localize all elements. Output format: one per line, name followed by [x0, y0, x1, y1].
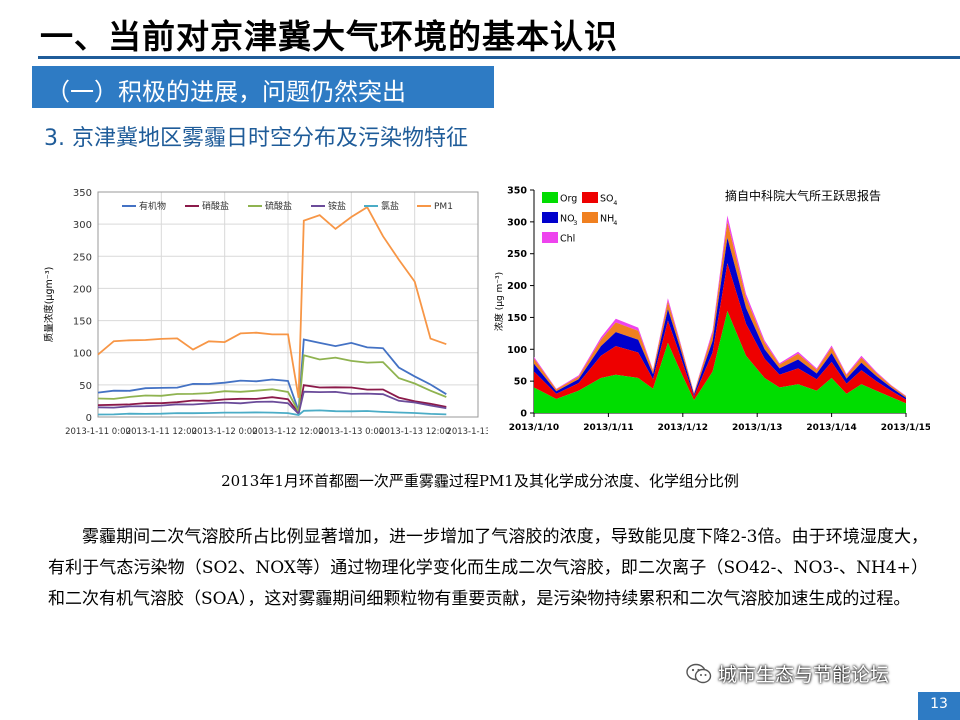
area-layer-2 — [534, 263, 906, 404]
stacked-area-chart-components: 0 50 100 150 200 250 300 350 2013/1/10 2013/1/11 2… — [493, 186, 930, 434]
x-tick-label: 2013/1/14 — [806, 423, 856, 433]
y-tick-label: 100 — [507, 345, 527, 356]
y-axis-label: 质量浓度(μgm⁻³) — [43, 267, 55, 343]
legend-swatch — [542, 212, 558, 223]
x-tick-label: 2013-1-11 12:00 — [126, 427, 197, 437]
y-tick-label: 250 — [73, 252, 92, 263]
y-tick-label: 250 — [507, 249, 527, 260]
series-line-3 — [97, 354, 447, 415]
series-line-2 — [97, 384, 447, 416]
y-tick-label: 150 — [507, 313, 527, 324]
x-tick-label: 2013-1-12 12:00 — [252, 427, 323, 437]
legend-subscript: 4 — [613, 219, 617, 227]
series-line-4 — [97, 390, 447, 416]
section-heading: （一）积极的进展，问题仍然突出 — [46, 78, 406, 106]
legend-label: 硝酸盐 — [202, 200, 229, 212]
y-tick-label: 300 — [507, 217, 527, 228]
chart-annotation: 摘自中科院大气所王跃思报告 — [725, 188, 881, 203]
y-tick-label: 200 — [507, 281, 527, 292]
y-tick-label: 300 — [73, 220, 92, 231]
x-tick-label: 2013/1/15 — [881, 423, 930, 433]
plot-frame — [97, 191, 479, 418]
legend-label: Chl — [560, 234, 575, 245]
figure-caption: 2013年1月环首都圈一次严重雾霾过程PM1及其化学成分浓度、化学组分比例 — [221, 472, 739, 490]
series-line-6 — [97, 205, 447, 399]
sub-heading: 3. 京津冀地区雾霾日时空分布及污染物特征 — [44, 126, 468, 151]
legend-label: 有机物 — [139, 200, 166, 212]
y-tick-label: 350 — [507, 186, 527, 197]
watermark: 城市生态与节能论坛 — [686, 660, 889, 687]
y-tick-label: 150 — [73, 317, 92, 328]
area-layer-3 — [534, 237, 906, 400]
x-tick-label: 2013/1/13 — [732, 423, 782, 433]
legend-label: Org — [560, 194, 577, 205]
section-banner — [32, 66, 494, 108]
legend-label: NO — [560, 214, 575, 225]
area-layer-1 — [534, 311, 906, 413]
body-paragraph: 雾霾期间二次气溶胶所占比例显著增加，进一步增加了气溶胶的浓度，导致能见度下降2-… — [48, 527, 928, 609]
legend-subscript: 3 — [573, 219, 577, 227]
legend-label: SO — [600, 194, 614, 205]
legend-label: 铵盐 — [328, 200, 346, 212]
slide-title: 一、当前对京津冀大气环境的基本认识 — [40, 17, 618, 56]
x-tick-label: 2013/1/10 — [509, 423, 559, 433]
title-underline — [38, 56, 960, 59]
page-number-tab — [918, 692, 960, 720]
legend-subscript: 4 — [613, 199, 617, 207]
y-tick-label: 200 — [73, 284, 92, 295]
legend-label: 氯盐 — [381, 200, 399, 212]
page-number: 13 — [930, 696, 948, 712]
y-tick-label: 50 — [79, 381, 92, 392]
x-tick-label: 2013/1/12 — [658, 423, 708, 433]
legend-swatch — [542, 232, 558, 243]
legend-swatch — [582, 212, 598, 223]
legend-label: PM1 — [434, 202, 453, 212]
y-tick-label: 0 — [520, 409, 527, 420]
x-tick-label: 2013-1-13 0:00 — [318, 427, 384, 437]
series-line-1 — [97, 338, 447, 412]
x-tick-label: 2013-1-13 12:00 — [446, 427, 488, 437]
x-tick-label: 2013/1/11 — [583, 423, 633, 433]
y-tick-label: 50 — [514, 377, 528, 388]
legend-swatch — [542, 192, 558, 203]
y-tick-label: 350 — [73, 188, 92, 199]
x-tick-label: 2013-1-13 12:00 — [379, 427, 450, 437]
wechat-icon — [686, 663, 712, 683]
series-line-5 — [97, 409, 447, 416]
legend-label: 硫酸盐 — [265, 200, 292, 212]
y-tick-label: 0 — [86, 413, 92, 424]
legend-label: NH — [600, 214, 614, 225]
legend-swatch — [582, 192, 598, 203]
watermark-text: 城市生态与节能论坛 — [718, 664, 890, 686]
x-tick-label: 2013-1-11 0:00 — [65, 427, 131, 437]
y-tick-label: 100 — [73, 349, 92, 360]
x-tick-label: 2013-1-12 0:00 — [192, 427, 258, 437]
y-axis-label: 浓度 (μg m⁻³) — [493, 272, 505, 331]
